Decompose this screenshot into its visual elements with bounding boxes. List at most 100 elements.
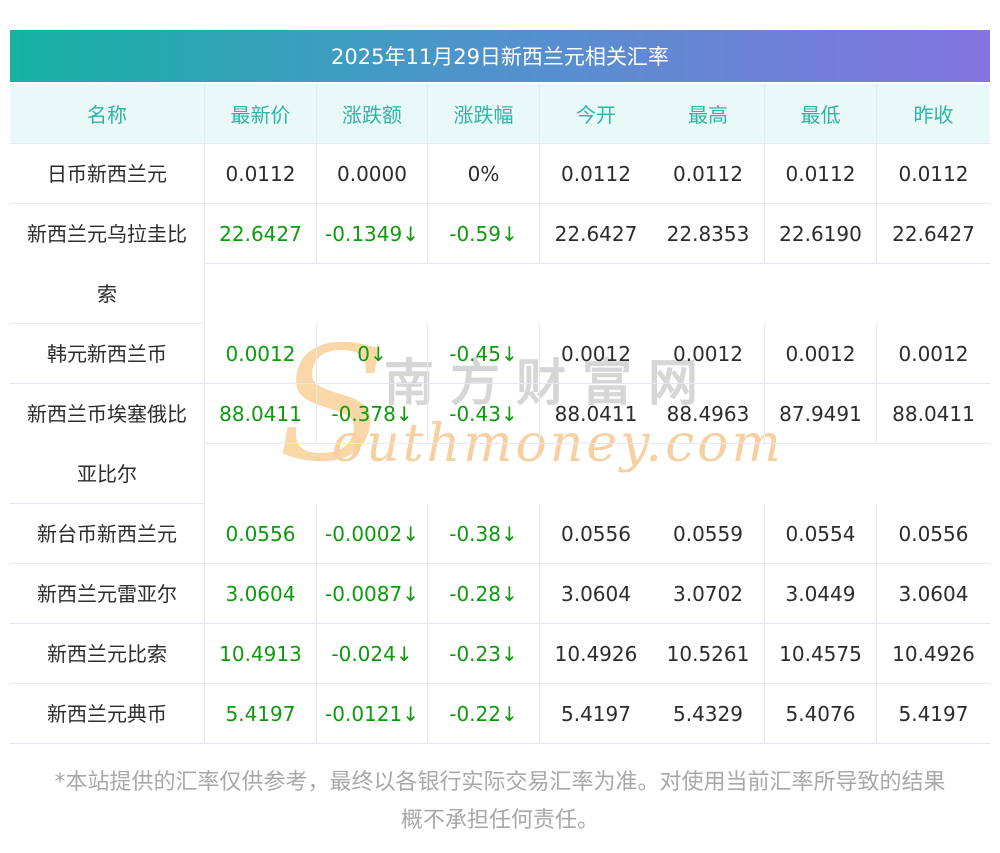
disclaimer-text: *本站提供的汇率仅供参考，最终以各银行实际交易汇率为准。对使用当前汇率所导致的结… [10, 764, 990, 840]
disclaimer-line-1: *本站提供的汇率仅供参考，最终以各银行实际交易汇率为准。对使用当前汇率所导致的结… [54, 770, 946, 795]
cell-latest: 0.0556 [205, 504, 317, 563]
cell-latest: 10.4913 [205, 624, 317, 683]
cell-open: 5.4197 [561, 701, 631, 726]
table-title-bar: 2025年11月29日新西兰元相关汇率 [10, 30, 990, 82]
table-row: 日币新西兰元 0.0112 0.0000 0% 0.0112 0.0112 0.0112 0.… [10, 144, 990, 204]
cell-change-pct: -0.43↓ [428, 384, 540, 443]
cell-open: 22.6427 [554, 221, 638, 246]
header-cell-change: 涨跌额 [317, 84, 428, 143]
cell-prev-close: 5.4197 [898, 701, 969, 726]
cell-prev-close: 10.4926 [892, 641, 975, 666]
cell-high: 0.0112 [652, 144, 765, 203]
header-row: 名称 最新价 涨跌额 涨跌幅 今开 最高 最低 昨收 [10, 84, 990, 144]
currency-name-line: 韩元新西兰币 [47, 341, 167, 366]
rates-table: 2025年11月29日新西兰元相关汇率 名称 最新价 涨跌额 涨跌幅 今开 最高 最低 昨收 … [10, 30, 990, 840]
currency-name-cell: 韩元新西兰币 [10, 324, 205, 384]
cell-open: 3.0604 [561, 581, 631, 606]
cell-prev-close: 88.0411 [892, 401, 975, 426]
table-row: 新西兰元比索 10.4913 -0.024↓ -0.23↓ 10.4926 10.5261… [10, 624, 990, 684]
currency-name-line: 新西兰元雷亚尔 [37, 581, 177, 606]
header-cell-prev-close: 昨收 [913, 103, 954, 127]
cell-prev-close: 0.0556 [898, 521, 969, 546]
cell-change: 0↓ [317, 324, 428, 383]
cell-open: 0.0556 [561, 521, 631, 546]
cell-change: -0.1349↓ [317, 204, 428, 263]
table-row: 新西兰币埃塞俄比 亚比尔 88.0411 -0.378↓ -0.43↓ 88.0411 88… [10, 384, 990, 504]
cell-change-pct: -0.38↓ [428, 504, 540, 563]
cell-prev-close: 3.0604 [898, 581, 969, 606]
cell-latest: 0.0012 [205, 324, 317, 383]
cell-high: 88.4963 [652, 384, 765, 443]
cell-change: -0.024↓ [317, 624, 428, 683]
header-cell-change-pct: 涨跌幅 [428, 84, 540, 143]
cell-change-pct: -0.22↓ [428, 684, 540, 743]
currency-name-cell: 新西兰元典币 [10, 684, 205, 744]
cell-open: 0.0012 [561, 341, 631, 366]
cell-latest: 22.6427 [205, 204, 317, 263]
currency-name-line: 新西兰元典币 [47, 701, 167, 726]
cell-high: 10.5261 [652, 624, 765, 683]
cell-low: 87.9491 [765, 384, 877, 443]
rates-table-body: 日币新西兰元 0.0112 0.0000 0% 0.0112 0.0112 0.0112 0.… [10, 144, 990, 744]
cell-high: 5.4329 [652, 684, 765, 743]
currency-name-line: 新西兰元乌拉圭比 [27, 221, 187, 246]
cell-open: 0.0112 [561, 161, 631, 186]
cell-open: 88.0411 [554, 401, 638, 426]
page-title: 2025年11月29日新西兰元相关汇率 [331, 45, 669, 69]
cell-prev-close: 0.0012 [898, 341, 969, 366]
currency-name-line: 新西兰币埃塞俄比 [27, 401, 187, 426]
currency-name-cell: 新西兰元乌拉圭比索 [10, 204, 205, 324]
cell-low: 3.0449 [765, 564, 877, 623]
disclaimer-line-2: 概不承担任何责任。 [400, 808, 599, 833]
currency-name-line: 新台币新西兰元 [37, 521, 177, 546]
cell-latest: 0.0112 [205, 144, 317, 203]
cell-low: 5.4076 [765, 684, 877, 743]
currency-name-cell: 日币新西兰元 [10, 144, 205, 204]
cell-change: 0.0000 [317, 144, 428, 203]
currency-name-cell: 新西兰元比索 [10, 624, 205, 684]
currency-name-cell: 新西兰币埃塞俄比 亚比尔 [10, 384, 205, 504]
cell-latest: 5.4197 [205, 684, 317, 743]
cell-high: 0.0559 [652, 504, 765, 563]
cell-low: 0.0012 [765, 324, 877, 383]
cell-latest: 3.0604 [205, 564, 317, 623]
cell-low: 0.0554 [765, 504, 877, 563]
table-row: 新西兰元雷亚尔 3.0604 -0.0087↓ -0.28↓ 3.0604 3.0702 3… [10, 564, 990, 624]
cell-low: 22.6190 [765, 204, 877, 263]
table-row: 新西兰元乌拉圭比索 22.6427 -0.1349↓ -0.59↓ 22.6427 22.… [10, 204, 990, 324]
cell-prev-close: 0.0112 [898, 161, 969, 186]
currency-name-line: 索 [97, 281, 117, 306]
cell-high: 22.8353 [652, 204, 765, 263]
cell-high: 3.0702 [652, 564, 765, 623]
cell-high: 0.0012 [652, 324, 765, 383]
currency-name-line: 日币新西兰元 [47, 161, 167, 186]
cell-change: -0.0087↓ [317, 564, 428, 623]
table-row: 新西兰元典币 5.4197 -0.0121↓ -0.22↓ 5.4197 5.4329 5.… [10, 684, 990, 744]
header-cell-open: 今开 [576, 103, 616, 127]
row-spacer [205, 264, 990, 324]
header-cell-low: 最低 [765, 84, 877, 143]
cell-change-pct: -0.28↓ [428, 564, 540, 623]
cell-change-pct: -0.45↓ [428, 324, 540, 383]
cell-change-pct: 0% [428, 144, 540, 203]
currency-name-line: 亚比尔 [77, 461, 137, 486]
table-row: 新台币新西兰元 0.0556 -0.0002↓ -0.38↓ 0.0556 0.0559 0… [10, 504, 990, 564]
cell-latest: 88.0411 [205, 384, 317, 443]
currency-name-line: 新西兰元比索 [47, 641, 167, 666]
cell-change: -0.0002↓ [317, 504, 428, 563]
header-cell-high: 最高 [652, 84, 765, 143]
cell-open: 10.4926 [554, 641, 638, 666]
cell-change: -0.378↓ [317, 384, 428, 443]
cell-low: 0.0112 [765, 144, 877, 203]
cell-change: -0.0121↓ [317, 684, 428, 743]
cell-low: 10.4575 [765, 624, 877, 683]
cell-change-pct: -0.23↓ [428, 624, 540, 683]
header-cell-latest: 最新价 [205, 84, 317, 143]
currency-name-cell: 新西兰元雷亚尔 [10, 564, 205, 624]
row-spacer [205, 444, 990, 504]
currency-name-cell: 新台币新西兰元 [10, 504, 205, 564]
cell-change-pct: -0.59↓ [428, 204, 540, 263]
header-cell-name: 名称 [10, 84, 205, 143]
table-row: 韩元新西兰币 0.0012 0↓ -0.45↓ 0.0012 0.0012 0.0012 0.… [10, 324, 990, 384]
